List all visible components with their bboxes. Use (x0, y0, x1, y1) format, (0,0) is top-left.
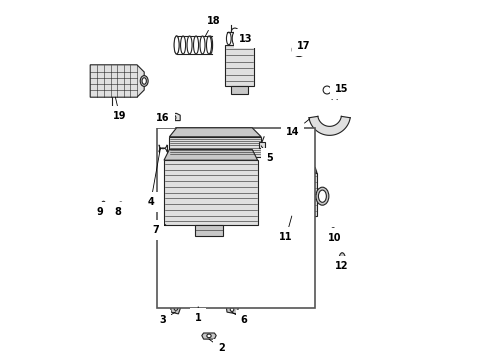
Text: 14: 14 (286, 119, 310, 138)
Text: 17: 17 (297, 41, 311, 51)
Polygon shape (164, 160, 258, 225)
Ellipse shape (332, 231, 335, 237)
Ellipse shape (207, 334, 211, 338)
Polygon shape (168, 113, 180, 121)
Polygon shape (285, 167, 317, 173)
Ellipse shape (170, 115, 176, 121)
Text: 7: 7 (152, 225, 166, 235)
Bar (331, 90, 342, 95)
Ellipse shape (323, 86, 331, 94)
Ellipse shape (118, 202, 123, 212)
Ellipse shape (194, 36, 198, 54)
Ellipse shape (232, 32, 237, 45)
Ellipse shape (180, 36, 186, 54)
Ellipse shape (140, 76, 148, 86)
Ellipse shape (101, 201, 106, 209)
Polygon shape (195, 225, 223, 236)
Polygon shape (90, 65, 144, 97)
Text: 4: 4 (147, 148, 160, 207)
Ellipse shape (341, 257, 343, 262)
Polygon shape (202, 333, 216, 339)
Ellipse shape (318, 190, 326, 202)
Text: 12: 12 (335, 261, 348, 271)
Polygon shape (171, 303, 181, 314)
Ellipse shape (119, 216, 122, 219)
Ellipse shape (230, 308, 234, 311)
Ellipse shape (339, 253, 345, 267)
Polygon shape (225, 45, 254, 86)
Ellipse shape (244, 32, 248, 45)
Text: 18: 18 (205, 15, 221, 36)
Polygon shape (170, 137, 261, 157)
Ellipse shape (238, 32, 243, 45)
Ellipse shape (200, 36, 205, 54)
Text: 1: 1 (195, 307, 201, 323)
Text: 15: 15 (334, 84, 348, 94)
Text: 2: 2 (209, 339, 225, 354)
Text: 3: 3 (160, 312, 176, 325)
Text: 13: 13 (239, 33, 252, 45)
Text: 16: 16 (156, 113, 173, 123)
Polygon shape (170, 128, 261, 137)
Ellipse shape (187, 36, 192, 54)
Polygon shape (309, 118, 350, 135)
Polygon shape (309, 116, 350, 135)
Polygon shape (164, 149, 258, 160)
Text: 11: 11 (279, 216, 293, 242)
Ellipse shape (102, 213, 105, 216)
Ellipse shape (174, 36, 179, 54)
Polygon shape (226, 304, 239, 314)
Text: 5: 5 (261, 146, 273, 163)
Ellipse shape (294, 45, 303, 54)
Polygon shape (285, 173, 317, 216)
Text: 9: 9 (96, 207, 103, 217)
Ellipse shape (109, 108, 115, 112)
Ellipse shape (297, 48, 301, 51)
Ellipse shape (206, 36, 212, 54)
Ellipse shape (174, 307, 178, 310)
Text: 19: 19 (113, 97, 126, 121)
Ellipse shape (316, 187, 329, 205)
Ellipse shape (142, 78, 147, 84)
Polygon shape (231, 86, 248, 94)
Bar (157, 128, 315, 308)
Text: 10: 10 (327, 233, 341, 243)
Ellipse shape (174, 36, 179, 54)
Ellipse shape (330, 228, 337, 240)
Ellipse shape (208, 36, 213, 54)
Ellipse shape (226, 32, 231, 45)
Bar (259, 142, 265, 148)
Ellipse shape (172, 116, 174, 119)
Text: 6: 6 (232, 312, 247, 325)
Text: 8: 8 (115, 207, 122, 217)
Ellipse shape (292, 43, 306, 57)
